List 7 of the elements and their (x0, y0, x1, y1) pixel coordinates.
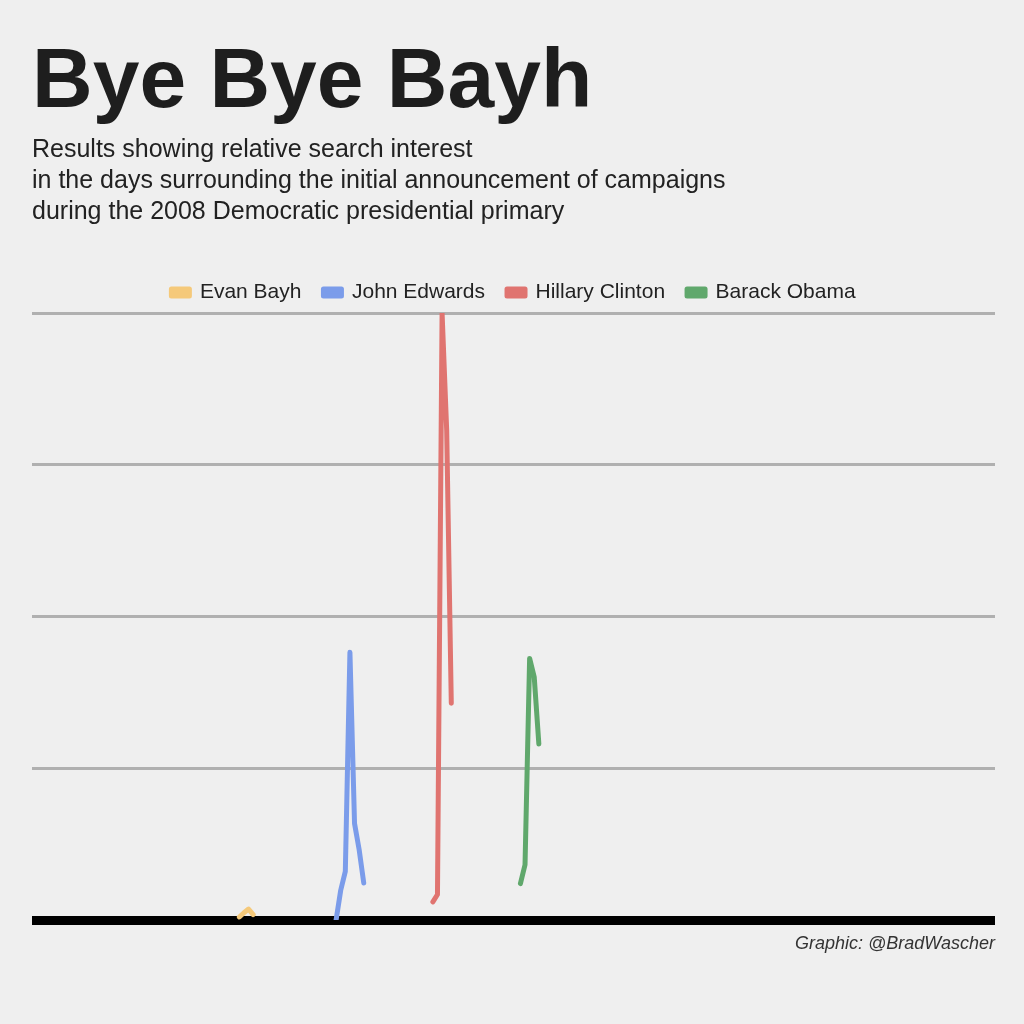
legend-label: Evan Bayh (199, 279, 302, 303)
legend-label: Hillary Clinton (535, 279, 666, 303)
legend-label: Barack Obama (715, 279, 856, 303)
chart-subtitle: Results showing relative search interest in the days surrounding the initial announcement of campaigns during the 2008 Democratic presidential primary (32, 133, 726, 226)
chart-title: Bye Bye Bayh (32, 30, 593, 127)
legend-label: John Edwards (351, 279, 486, 303)
text: Graphic: @BradWascher (794, 932, 995, 955)
